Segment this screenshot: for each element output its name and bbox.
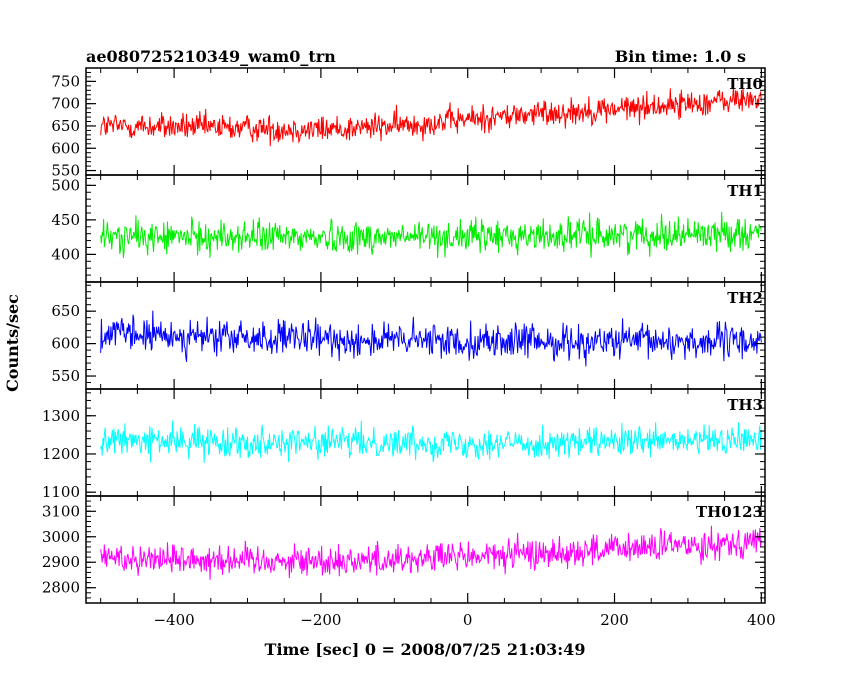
y-tick-label: 1200 [42, 445, 80, 463]
series-line-th0123 [100, 525, 762, 580]
y-tick-label: 2800 [42, 579, 80, 597]
x-axis: −400 −200 0 200 400 [153, 611, 775, 629]
y-axis-title: Counts/sec [3, 294, 22, 392]
y-tick-label: 2900 [42, 553, 80, 571]
y-tick-label: 600 [51, 139, 80, 157]
y-tick-label: 600 [51, 335, 80, 353]
series-line-th0 [100, 86, 762, 147]
y-tick-label: 1100 [42, 483, 80, 501]
chart-title-observation-id: ae080725210349_wam0_trn [86, 47, 336, 66]
y-tick-label: 700 [51, 95, 80, 113]
panel-frame [85, 67, 766, 176]
chart-title-bin-time: Bin time: 1.0 s [615, 47, 746, 66]
y-tick-label: 550 [51, 367, 80, 385]
panel-th0123: 2800 2900 3000 3100 TH0123 [42, 495, 766, 604]
panels-group: 550 600 650 700 750 TH0 400 450 500 TH1 550 600 650 T… [42, 67, 766, 604]
panel-label-th3: TH3 [727, 396, 763, 414]
y-tick-label: 3100 [42, 502, 80, 520]
x-tick-label: 400 [747, 611, 776, 629]
y-tick-label: 750 [51, 72, 80, 90]
panel-th2: 550 600 650 TH2 [51, 281, 766, 390]
panel-th1: 400 450 500 TH1 [51, 174, 766, 283]
y-tick-label: 450 [51, 211, 80, 229]
y-tick-label: 650 [51, 302, 80, 320]
y-tick-label: 3000 [42, 528, 80, 546]
panel-th0: 550 600 650 700 750 TH0 [51, 67, 766, 180]
x-tick-label: −400 [153, 611, 194, 629]
x-tick-label: 0 [463, 611, 473, 629]
series-line-th3 [100, 420, 762, 463]
panel-th3: 1100 1200 1300 TH3 [42, 388, 766, 501]
y-tick-label: 650 [51, 117, 80, 135]
y-tick-label: 550 [51, 162, 80, 180]
panel-frame [85, 174, 766, 283]
series-line-th2 [100, 310, 762, 367]
series-line-th1 [100, 211, 762, 259]
x-axis-title: Time [sec] 0 = 2008/07/25 21:03:49 [265, 640, 586, 659]
y-tick-label: 1300 [42, 407, 80, 425]
panel-label-th0123: TH0123 [696, 503, 763, 521]
panel-label-th2: TH2 [727, 289, 763, 307]
panel-frame [85, 495, 766, 604]
x-tick-label: 200 [600, 611, 629, 629]
panel-label-th0: TH0 [727, 75, 763, 93]
y-tick-label: 400 [51, 245, 80, 263]
panel-label-th1: TH1 [727, 182, 763, 200]
x-tick-label: −200 [300, 611, 341, 629]
y-tick-label: 500 [51, 176, 80, 194]
